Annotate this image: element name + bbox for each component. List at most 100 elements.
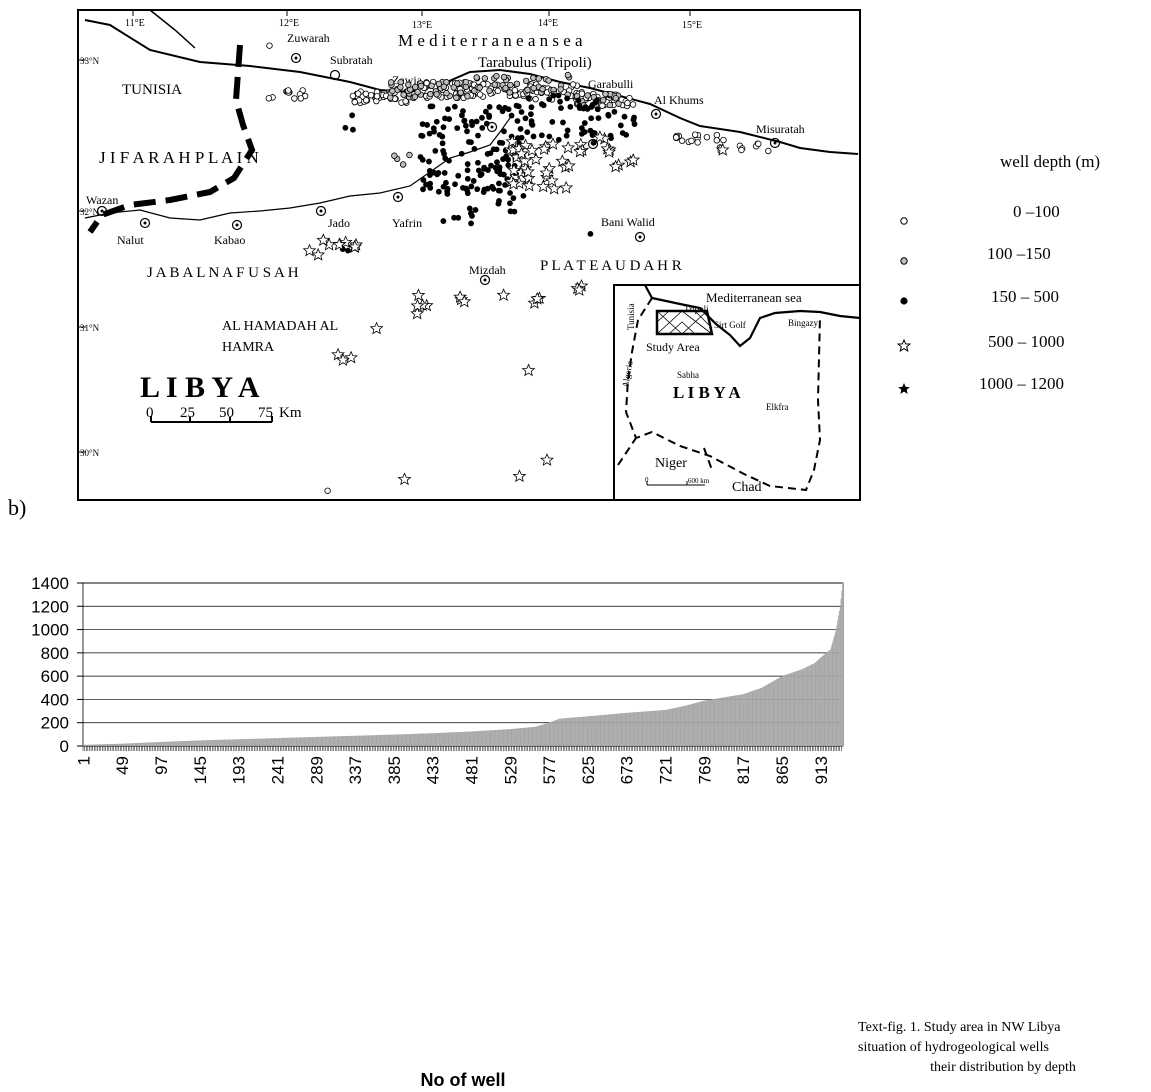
depth-bar (380, 734, 382, 746)
depth-bar (319, 736, 321, 746)
depth-bar (707, 699, 709, 746)
depth-bar (427, 733, 429, 746)
depth-bar (245, 739, 247, 746)
depth-bar (214, 739, 216, 746)
depth-bar (615, 713, 616, 746)
depth-bar (357, 735, 358, 746)
depth-bar (251, 738, 253, 746)
depth-bar (165, 741, 167, 746)
depth-bar (517, 728, 519, 746)
well-marker-150-500 (538, 101, 545, 107)
well-marker-0-100 (713, 137, 721, 144)
depth-bar (349, 735, 351, 746)
city-label-misuratah: Misuratah (756, 122, 805, 136)
depth-bar (247, 738, 248, 746)
depth-bar (558, 718, 560, 746)
depth-bar (653, 710, 654, 746)
depth-bar (254, 738, 256, 746)
depth-bar (549, 722, 551, 746)
inset-tripoli-label: Tripoli (684, 304, 709, 314)
well-marker-100-150 (476, 84, 483, 91)
scale-label: 0 (146, 405, 154, 421)
depth-bar (169, 741, 171, 746)
depth-bar (345, 736, 347, 746)
depth-bar (262, 738, 264, 746)
depth-bar (168, 741, 170, 746)
depth-bar (307, 737, 309, 746)
well-marker-150-500 (507, 208, 514, 215)
depth-bar (502, 729, 504, 746)
depth-bar (311, 737, 312, 746)
depth-bar (826, 652, 827, 746)
depth-bar (403, 734, 405, 746)
depth-bar (228, 739, 230, 746)
depth-bar (461, 731, 463, 746)
well-marker-150-500 (458, 150, 465, 157)
depth-bar (318, 736, 320, 746)
depth-bar (230, 739, 232, 746)
depth-bar (809, 665, 810, 746)
depth-bar (674, 708, 675, 746)
depth-bar (176, 741, 178, 746)
x-tick-label: 865 (773, 756, 792, 784)
depth-bar (357, 735, 359, 746)
inset-bingazy-label: Bingazy (788, 318, 818, 328)
x-tick-label: 769 (695, 756, 714, 784)
well-marker-150-500 (466, 205, 473, 212)
well-marker-150-500 (560, 119, 566, 126)
well-marker-100-150 (405, 81, 412, 89)
depth-bar (707, 700, 709, 746)
depth-bar (609, 714, 611, 746)
depth-bar (161, 741, 163, 746)
well-marker-150-500 (474, 186, 481, 193)
well-marker-100-150 (454, 80, 461, 87)
depth-bar (519, 728, 521, 746)
depth-bar (341, 736, 343, 746)
depth-bar (745, 693, 747, 746)
depth-bar (219, 739, 221, 746)
well-marker-100-150 (530, 84, 537, 92)
depth-bar (224, 739, 226, 746)
depth-bar (132, 743, 134, 746)
depth-bar (589, 716, 590, 746)
depth-bar (816, 661, 818, 746)
depth-bar (109, 744, 111, 746)
well-marker-0-100 (476, 91, 484, 98)
depth-bar (95, 744, 97, 746)
well-marker-0-100 (694, 139, 701, 146)
depth-bar (268, 738, 270, 746)
depth-bar (441, 732, 443, 746)
well-marker-0-100 (512, 92, 519, 99)
depth-bar (184, 740, 186, 746)
depth-bar (464, 731, 466, 746)
well-marker-150-500 (499, 140, 506, 146)
depth-bar (769, 683, 771, 746)
well-marker-150-500 (527, 111, 534, 118)
depth-bar (568, 717, 569, 746)
lon-ticks: 11°E 12°E 13°E 14°E 15°E (125, 10, 702, 31)
depth-bar (469, 731, 471, 746)
depth-bar (154, 742, 156, 746)
well-marker-500-1000 (559, 181, 573, 194)
depth-bar (343, 736, 345, 746)
depth-bar (279, 738, 281, 746)
well-marker-150-500 (497, 187, 503, 194)
depth-bar (422, 733, 424, 746)
depth-bar (340, 736, 341, 746)
depth-bar (709, 699, 711, 746)
depth-bar (216, 739, 218, 746)
depth-bar (488, 730, 489, 746)
city-label-alkhums: Al Khums (654, 93, 704, 107)
well-marker-150-500 (461, 118, 468, 124)
depth-bar (457, 732, 459, 746)
stray-dot: . (284, 535, 287, 540)
depth-bar (770, 682, 772, 746)
depth-bar (129, 743, 130, 746)
depth-bar (273, 738, 274, 746)
depth-bar (658, 710, 660, 746)
depth-bar (676, 707, 678, 746)
x-tick-label: 625 (579, 756, 598, 784)
depth-bar (758, 688, 759, 746)
depth-bar (438, 732, 440, 746)
depth-bar (529, 727, 531, 746)
